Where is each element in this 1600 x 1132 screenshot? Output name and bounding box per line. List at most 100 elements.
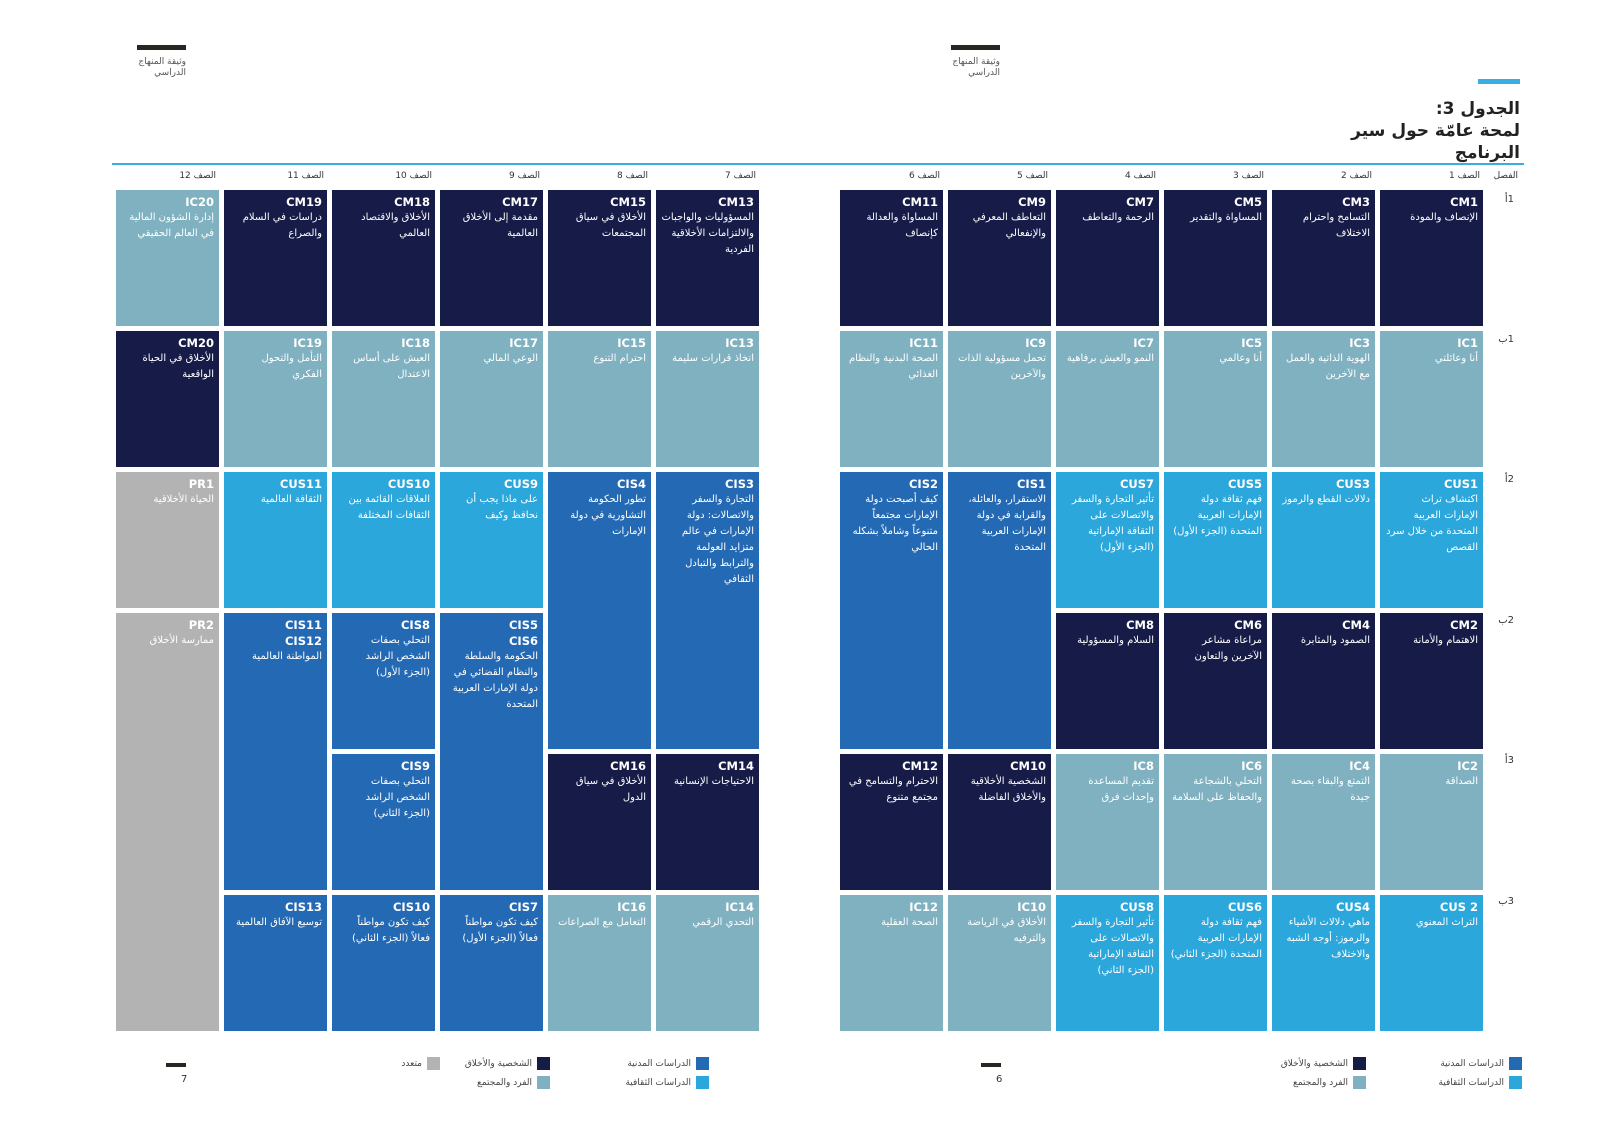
course-cell: CIS2 كيف أصبحت دولة الإمارات مجتمعاً متنو… [840, 472, 943, 749]
course-code: CM9 [1018, 195, 1046, 209]
course-name: التحلي بالشجاعة والحفاظ على السلامة [1172, 776, 1262, 803]
legend-swatch [696, 1057, 709, 1070]
course-name: إدارة الشؤون المالية في العالم الحقيقي [129, 212, 214, 239]
course-cell: IC3 الهوية الذاتية والعمل مع الآخرين [1272, 331, 1375, 467]
course-cell: CM9 التعاطف المعرفي والإنفعالي [948, 190, 1051, 326]
course-code: CIS5 [508, 618, 538, 632]
course-name: كيف أصبحت دولة الإمارات مجتمعاً متنوعاً … [852, 494, 938, 553]
course-name: اتخاذ قرارات سليمة [672, 353, 754, 364]
legend-label: الدراسات المدنية [627, 1058, 691, 1069]
course-code: CM17 [502, 195, 538, 209]
course-cell: CM18 الأخلاق والاقتصاد العالمي [332, 190, 435, 326]
course-name: الإنصاف والمودة [1410, 212, 1478, 223]
course-code: IC19 [293, 336, 322, 350]
course-name: دلالات القطع والرموز [1282, 494, 1370, 505]
course-code: IC13 [725, 336, 754, 350]
course-code: CM19 [286, 195, 322, 209]
page-number-bar-right [981, 1063, 1001, 1067]
header-bar-left [137, 45, 186, 50]
course-code: CIS7 [508, 900, 538, 914]
course-code: IC17 [509, 336, 538, 350]
course-name: الرحمة والتعاطف [1082, 212, 1154, 223]
course-name: التعامل مع الصراعات [558, 917, 646, 928]
grade-11-header: الصف 11 [287, 171, 324, 181]
course-code: CM15 [610, 195, 646, 209]
course-name: الأخلاق في الرياضة والترفيه [967, 917, 1046, 944]
course-cell: CM2 الاهتمام والأمانة [1380, 613, 1483, 749]
course-name: تطور الحكومة التشاورية في دولة الإمارات [570, 494, 646, 537]
course-code: CUS1 [1443, 477, 1478, 491]
grade-3-header: الصف 3 [1233, 171, 1264, 181]
header-label-right: وثيقة المنهاج الدراسي [952, 57, 1000, 78]
legend-label: الدراسات الثقافية [625, 1077, 691, 1088]
course-code: PR2 [188, 618, 214, 632]
course-code: CM8 [1126, 618, 1154, 632]
course-cell: CUS3 دلالات القطع والرموز [1272, 472, 1375, 608]
course-cell: CM12 الاحترام والتسامح في مجتمع متنوع [840, 754, 943, 890]
course-cell: PR1 الحياة الأخلاقية [116, 472, 219, 608]
course-cell: CIS5 CIS6 الحكومة والسلطة والنظام القضائي … [440, 613, 543, 890]
course-cell: IC14 التحدي الرقمي [656, 895, 759, 1031]
course-code: IC9 [1025, 336, 1046, 350]
course-cell: CIS8 التحلي بصفات الشخص الراشد (الجزء الأ… [332, 613, 435, 749]
course-name: فهم ثقافة دولة الإمارات العربية المتحدة … [1170, 917, 1262, 960]
course-cell: IC6 التحلي بالشجاعة والحفاظ على السلامة [1164, 754, 1267, 890]
course-code: IC18 [401, 336, 430, 350]
course-cell: CM11 المساواة والعدالة كإنصاف [840, 190, 943, 326]
course-code: CIS13 [284, 900, 322, 914]
course-code: IC15 [617, 336, 646, 350]
course-name: أنا وعالمي [1219, 353, 1262, 364]
course-name: التسامح واحترام الاختلاف [1302, 212, 1370, 239]
course-code: IC7 [1133, 336, 1154, 350]
legend-character-right: الشخصية والأخلاق [1281, 1057, 1366, 1070]
course-code: CUS11 [279, 477, 322, 491]
course-name: التراث المعنوي [1415, 917, 1478, 928]
legend-label: الشخصية والأخلاق [1280, 1058, 1348, 1069]
grade-6-header: الصف 6 [909, 171, 940, 181]
course-cell: CM19 دراسات في السلام والصراع [224, 190, 327, 326]
course-cell: CM6 مراعاة مشاعر الآخرين والتعاون [1164, 613, 1267, 749]
legend-label: متعدد [401, 1058, 422, 1069]
course-name: التحلي بصفات الشخص الراشد (الجزء الثاني) [365, 776, 430, 819]
course-cell: CIS13 توسيع الآفاق العالمية [224, 895, 327, 1031]
legend-swatch [537, 1057, 550, 1070]
course-code: CIS2 [908, 477, 938, 491]
course-cell: CM15 الأخلاق في سياق المجتمعات [548, 190, 651, 326]
course-name: العلاقات القائمة بين الثقافات المختلفة [348, 494, 430, 521]
page-number-left: 7 [181, 1074, 188, 1085]
course-name: الصحة العقلية [881, 917, 938, 928]
course-code: CM3 [1342, 195, 1370, 209]
course-cell: IC4 التمتع والبقاء بصحة جيدة [1272, 754, 1375, 890]
course-cell: CUS11 الثقافة العالمية [224, 472, 327, 608]
course-cell: CM17 مقدمة إلى الأخلاق العالمية [440, 190, 543, 326]
course-cell: CUS8 تأثير التجارة والسفر والاتصالات على … [1056, 895, 1159, 1031]
course-name: توسيع الآفاق العالمية [236, 917, 322, 928]
grade-1-header: الصف 1 [1449, 171, 1480, 181]
course-cell: IC1 أنا وعائلتي [1380, 331, 1483, 467]
course-name: السلام والمسؤولية [1077, 635, 1154, 646]
grade-5-header: الصف 5 [1017, 171, 1048, 181]
course-name: المسؤوليات والواجبات والالتزامات الأخلاق… [661, 212, 755, 255]
legend-cultural-left: الدراسات الثقافية [625, 1076, 709, 1089]
course-code: CUS7 [1119, 477, 1154, 491]
page-number-right: 6 [996, 1074, 1003, 1085]
course-cell: CM8 السلام والمسؤولية [1056, 613, 1159, 749]
course-name: الأخلاق والاقتصاد العالمي [361, 212, 430, 239]
term-2a-label: 2أ [1504, 474, 1514, 485]
course-cell: IC5 أنا وعالمي [1164, 331, 1267, 467]
course-name: كيف تكون مواطناً فعالاً (الجزء الثاني) [351, 917, 430, 944]
course-name: الصحة البدنية والنظام الغذائي [848, 353, 938, 380]
course-name: الأخلاق في سياق المجتمعات [575, 212, 646, 239]
course-name: تقديم المساعدة وإحداث فرق [1088, 776, 1154, 803]
course-code: CM13 [718, 195, 754, 209]
course-code: CM7 [1126, 195, 1154, 209]
grade-2-header: الصف 2 [1341, 171, 1372, 181]
course-name: الاستقرار، والعائلة، والقرابة في دولة ال… [968, 494, 1046, 553]
course-cell: CIS9 التحلي بصفات الشخص الراشد (الجزء الث… [332, 754, 435, 890]
legend-swatch [427, 1057, 440, 1070]
course-code: CUS10 [387, 477, 430, 491]
course-code: CIS6 [508, 634, 538, 648]
course-cell: CM13 المسؤوليات والواجبات والالتزامات الأ… [656, 190, 759, 326]
legend-swatch [1353, 1057, 1366, 1070]
